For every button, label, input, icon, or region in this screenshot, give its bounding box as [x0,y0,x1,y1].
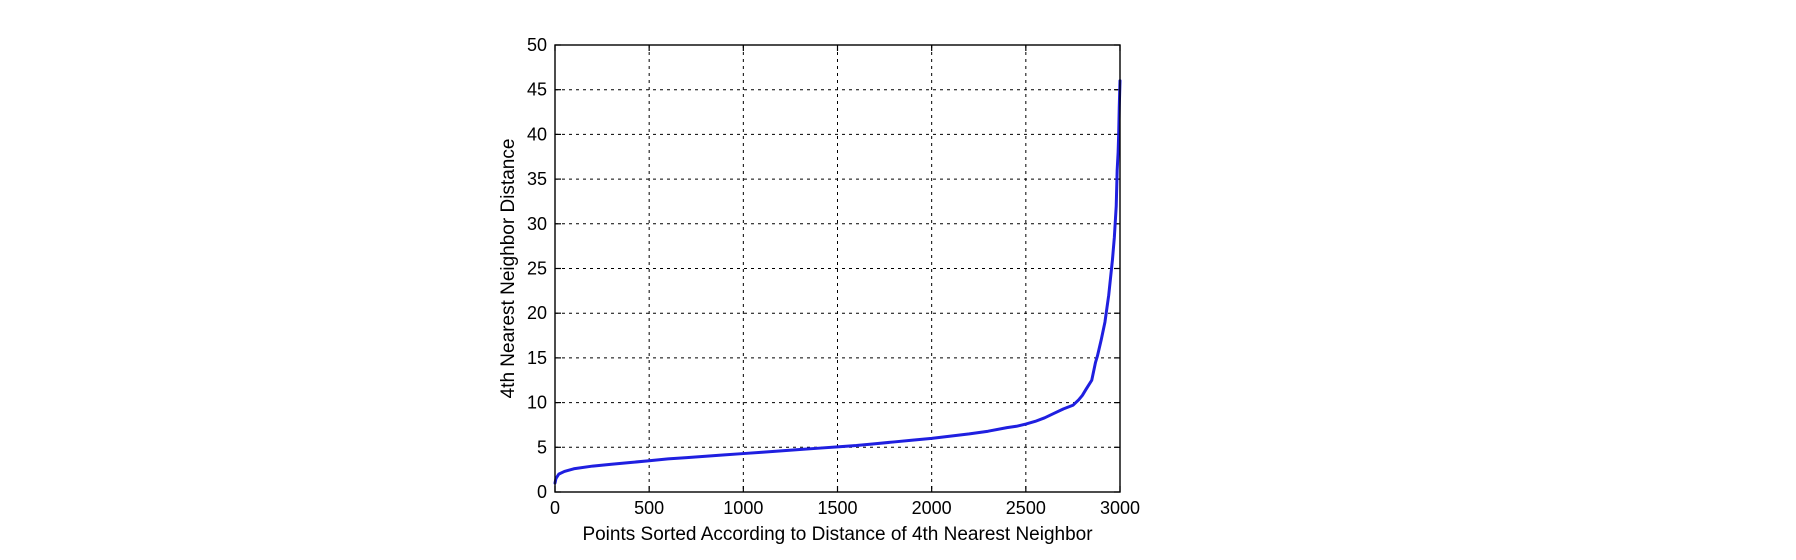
y-tick-labels: 0 5 10 15 20 25 30 35 40 45 50 [527,35,547,502]
y-tick-label: 50 [527,35,547,55]
y-tick-label: 30 [527,214,547,234]
y-tick-label: 5 [537,437,547,457]
y-tick-label: 35 [527,169,547,189]
x-tick-label: 2500 [1006,498,1046,518]
x-axis-title: Points Sorted According to Distance of 4… [582,524,1093,545]
y-tick-label: 10 [527,393,547,413]
x-tick-label: 3000 [1100,498,1140,518]
x-tick-label: 0 [550,498,560,518]
series-line [553,79,1122,485]
y-tick-label: 0 [537,482,547,502]
x-tick-label: 1000 [723,498,763,518]
x-tick-label: 2000 [912,498,952,518]
y-axis-title: 4th Nearest Neighbor Distance [498,139,519,399]
x-tick-label: 1500 [817,498,857,518]
y-tick-label: 20 [527,303,547,323]
x-tick-labels: 0 500 1000 1500 2000 2500 3000 [550,498,1140,518]
y-tick-label: 25 [527,259,547,279]
x-tick-label: 500 [634,498,664,518]
plot-frame [554,44,1121,493]
y-tick-label: 45 [527,80,547,100]
data-series [553,79,1122,485]
grid-lines [555,45,1120,492]
y-tick-label: 15 [527,348,547,368]
y-tick-label: 40 [527,124,547,144]
